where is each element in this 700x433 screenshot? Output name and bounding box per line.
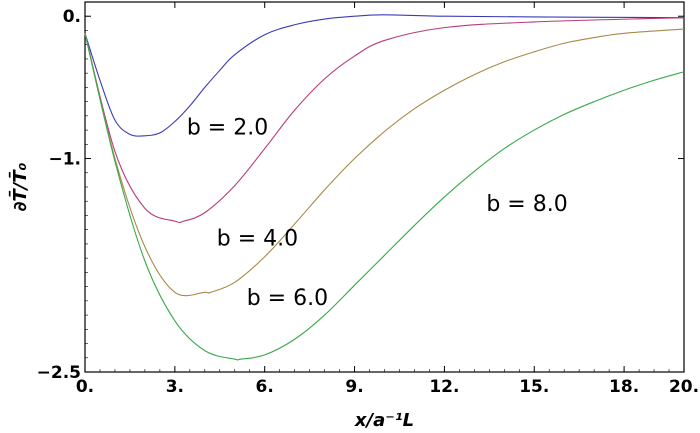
x-tick-label: 9.	[345, 377, 363, 397]
x-axis-label: x/a⁻¹L	[354, 410, 414, 431]
curve-annotation: b = 6.0	[247, 286, 328, 311]
axis-ticks	[84, 2, 685, 373]
x-tick-label: 12.	[429, 377, 459, 397]
x-tick-label: 18.	[609, 377, 639, 397]
y-tick-label: −1.	[48, 150, 81, 170]
y-tick-label: 0.	[63, 7, 81, 27]
y-tick-label: −2.5	[37, 363, 81, 383]
plot-border	[84, 1, 685, 373]
y-axis-label: ∂T̄/T̄₀	[9, 162, 31, 211]
series-line-3	[84, 28, 685, 297]
curve-annotation: b = 2.0	[187, 115, 268, 140]
x-tick-label: 20.	[669, 377, 699, 397]
x-tick-label: 6.	[256, 377, 274, 397]
series-line-1	[84, 14, 685, 137]
plot-frame	[84, 1, 685, 373]
curve-annotation: b = 4.0	[217, 226, 298, 251]
x-tick-label: 3.	[166, 377, 184, 397]
series-line-2	[84, 17, 685, 224]
annotations: b = 2.0 b = 4.0 b = 6.0 b = 8.0	[187, 115, 568, 311]
series-group	[84, 14, 685, 361]
x-tick-label: 0.	[76, 377, 94, 397]
series-line-4	[84, 33, 685, 361]
curve-annotation: b = 8.0	[486, 192, 567, 217]
x-tick-label: 15.	[519, 377, 549, 397]
tick-labels: 0. 3. 6. 9. 12. 15. 18. 20. 0. −1. −2.5	[37, 7, 699, 397]
